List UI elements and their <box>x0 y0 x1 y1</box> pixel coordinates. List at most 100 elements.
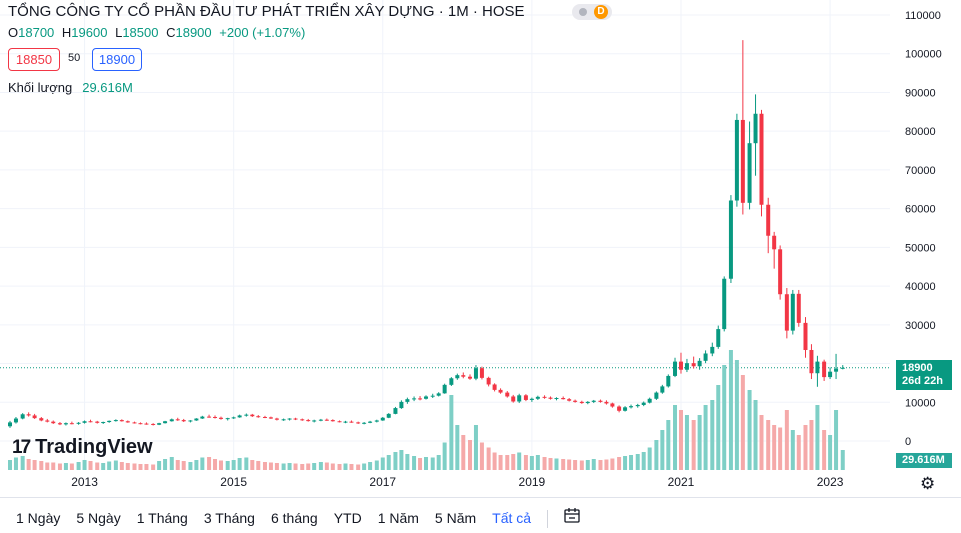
tradingview-logo-icon: 17 <box>12 437 31 458</box>
candle <box>356 421 361 424</box>
volume-legend[interactable]: Khối lượng 29.616M <box>8 80 133 95</box>
candle <box>169 418 174 422</box>
volume-bar <box>505 455 510 470</box>
volume-bar <box>188 462 193 470</box>
volume-bar <box>734 360 739 470</box>
candle <box>26 412 31 417</box>
candle <box>330 419 335 422</box>
candle <box>479 366 484 380</box>
delayed-data-icon: D <box>594 5 608 19</box>
range-ytd[interactable]: YTD <box>333 510 362 526</box>
candle-body <box>740 119 745 203</box>
candle <box>492 383 497 392</box>
candle <box>281 418 286 421</box>
candle <box>809 344 814 380</box>
x-tick-label: 2023 <box>817 475 844 489</box>
candle-body <box>784 294 789 331</box>
gear-icon[interactable]: ⚙ <box>920 474 936 493</box>
candle-body <box>722 278 727 330</box>
candle <box>213 415 218 419</box>
volume-bar <box>356 464 361 470</box>
candle <box>250 413 255 417</box>
candle-body <box>703 353 708 361</box>
calendar-range-icon[interactable] <box>556 508 588 526</box>
candle-body <box>554 398 559 400</box>
candle-body <box>449 378 454 385</box>
range-3m[interactable]: 3 Tháng <box>203 510 255 526</box>
candle-body <box>430 395 435 397</box>
buy-price-button[interactable]: 18900 <box>92 48 142 71</box>
candle-body <box>405 399 410 402</box>
candle-body <box>244 414 249 416</box>
volume-bar <box>747 390 752 470</box>
candle-body <box>250 414 255 417</box>
candle <box>393 406 398 415</box>
candle-body <box>225 418 230 420</box>
candle-body <box>274 418 279 420</box>
volume-bar <box>45 462 50 470</box>
candle <box>107 420 112 423</box>
candle-body <box>119 420 124 422</box>
high-label: H <box>61 25 72 40</box>
range-6m[interactable]: 6 tháng <box>270 510 318 526</box>
candle <box>399 400 404 409</box>
tradingview-logo-text: TradingView <box>35 436 153 458</box>
range-1y[interactable]: 1 Năm <box>377 510 419 526</box>
candle <box>840 365 845 370</box>
candle-body <box>281 419 286 421</box>
y-tick-label: 90000 <box>905 87 936 99</box>
candle <box>63 422 68 426</box>
candle-body <box>256 416 261 418</box>
sell-price-button[interactable]: 18850 <box>8 48 60 71</box>
volume-bar <box>69 463 74 470</box>
candle <box>337 420 342 423</box>
volume-bar <box>113 460 118 470</box>
candle-body <box>604 401 609 404</box>
candle <box>778 245 783 300</box>
candle-body <box>697 360 702 367</box>
candle-body <box>498 389 503 393</box>
data-badge[interactable]: D <box>572 4 612 20</box>
candle-body <box>368 421 373 423</box>
candle-body <box>641 402 646 405</box>
candle-body <box>163 421 168 424</box>
candle-body <box>436 393 441 396</box>
candle <box>424 395 429 400</box>
candle-body <box>778 249 783 295</box>
candlestick-chart[interactable] <box>0 0 890 470</box>
candle <box>697 358 702 370</box>
candle <box>548 396 553 400</box>
volume-bar <box>660 430 665 470</box>
volume-bar <box>535 455 540 470</box>
tradingview-logo[interactable]: 17 TradingView <box>12 436 153 459</box>
volume-bar <box>169 457 174 470</box>
candle-body <box>479 368 484 378</box>
volume-bar <box>163 459 168 470</box>
range-1m[interactable]: 1 Tháng <box>136 510 188 526</box>
range-all[interactable]: Tất cả <box>492 510 532 526</box>
time-axis[interactable]: 2013 2015 2017 2019 2021 2023 <box>71 475 844 489</box>
candle-body <box>716 329 721 347</box>
candle <box>225 417 230 421</box>
symbol-title[interactable]: TỔNG CÔNG TY CỔ PHẦN ĐẦU TƯ PHÁT TRIỂN X… <box>8 3 525 20</box>
candle <box>349 420 354 423</box>
candle <box>604 400 609 405</box>
y-tick-label: 30000 <box>905 320 936 332</box>
candle <box>69 421 74 425</box>
candle <box>766 197 771 254</box>
candle <box>728 195 733 283</box>
volume-bar <box>610 458 615 470</box>
range-5d[interactable]: 5 Ngày <box>76 510 121 526</box>
candle-body <box>293 418 298 420</box>
candle-body <box>790 293 795 331</box>
volume-bar <box>673 405 678 470</box>
candle <box>753 94 758 176</box>
volume-bar <box>766 420 771 470</box>
range-5y[interactable]: 5 Năm <box>434 510 477 526</box>
candle-body <box>579 401 584 404</box>
candle <box>39 416 44 422</box>
volume-bar <box>57 463 62 470</box>
volume-bar <box>324 462 329 470</box>
candle-body <box>486 377 491 385</box>
range-1d[interactable]: 1 Ngày <box>16 510 61 526</box>
